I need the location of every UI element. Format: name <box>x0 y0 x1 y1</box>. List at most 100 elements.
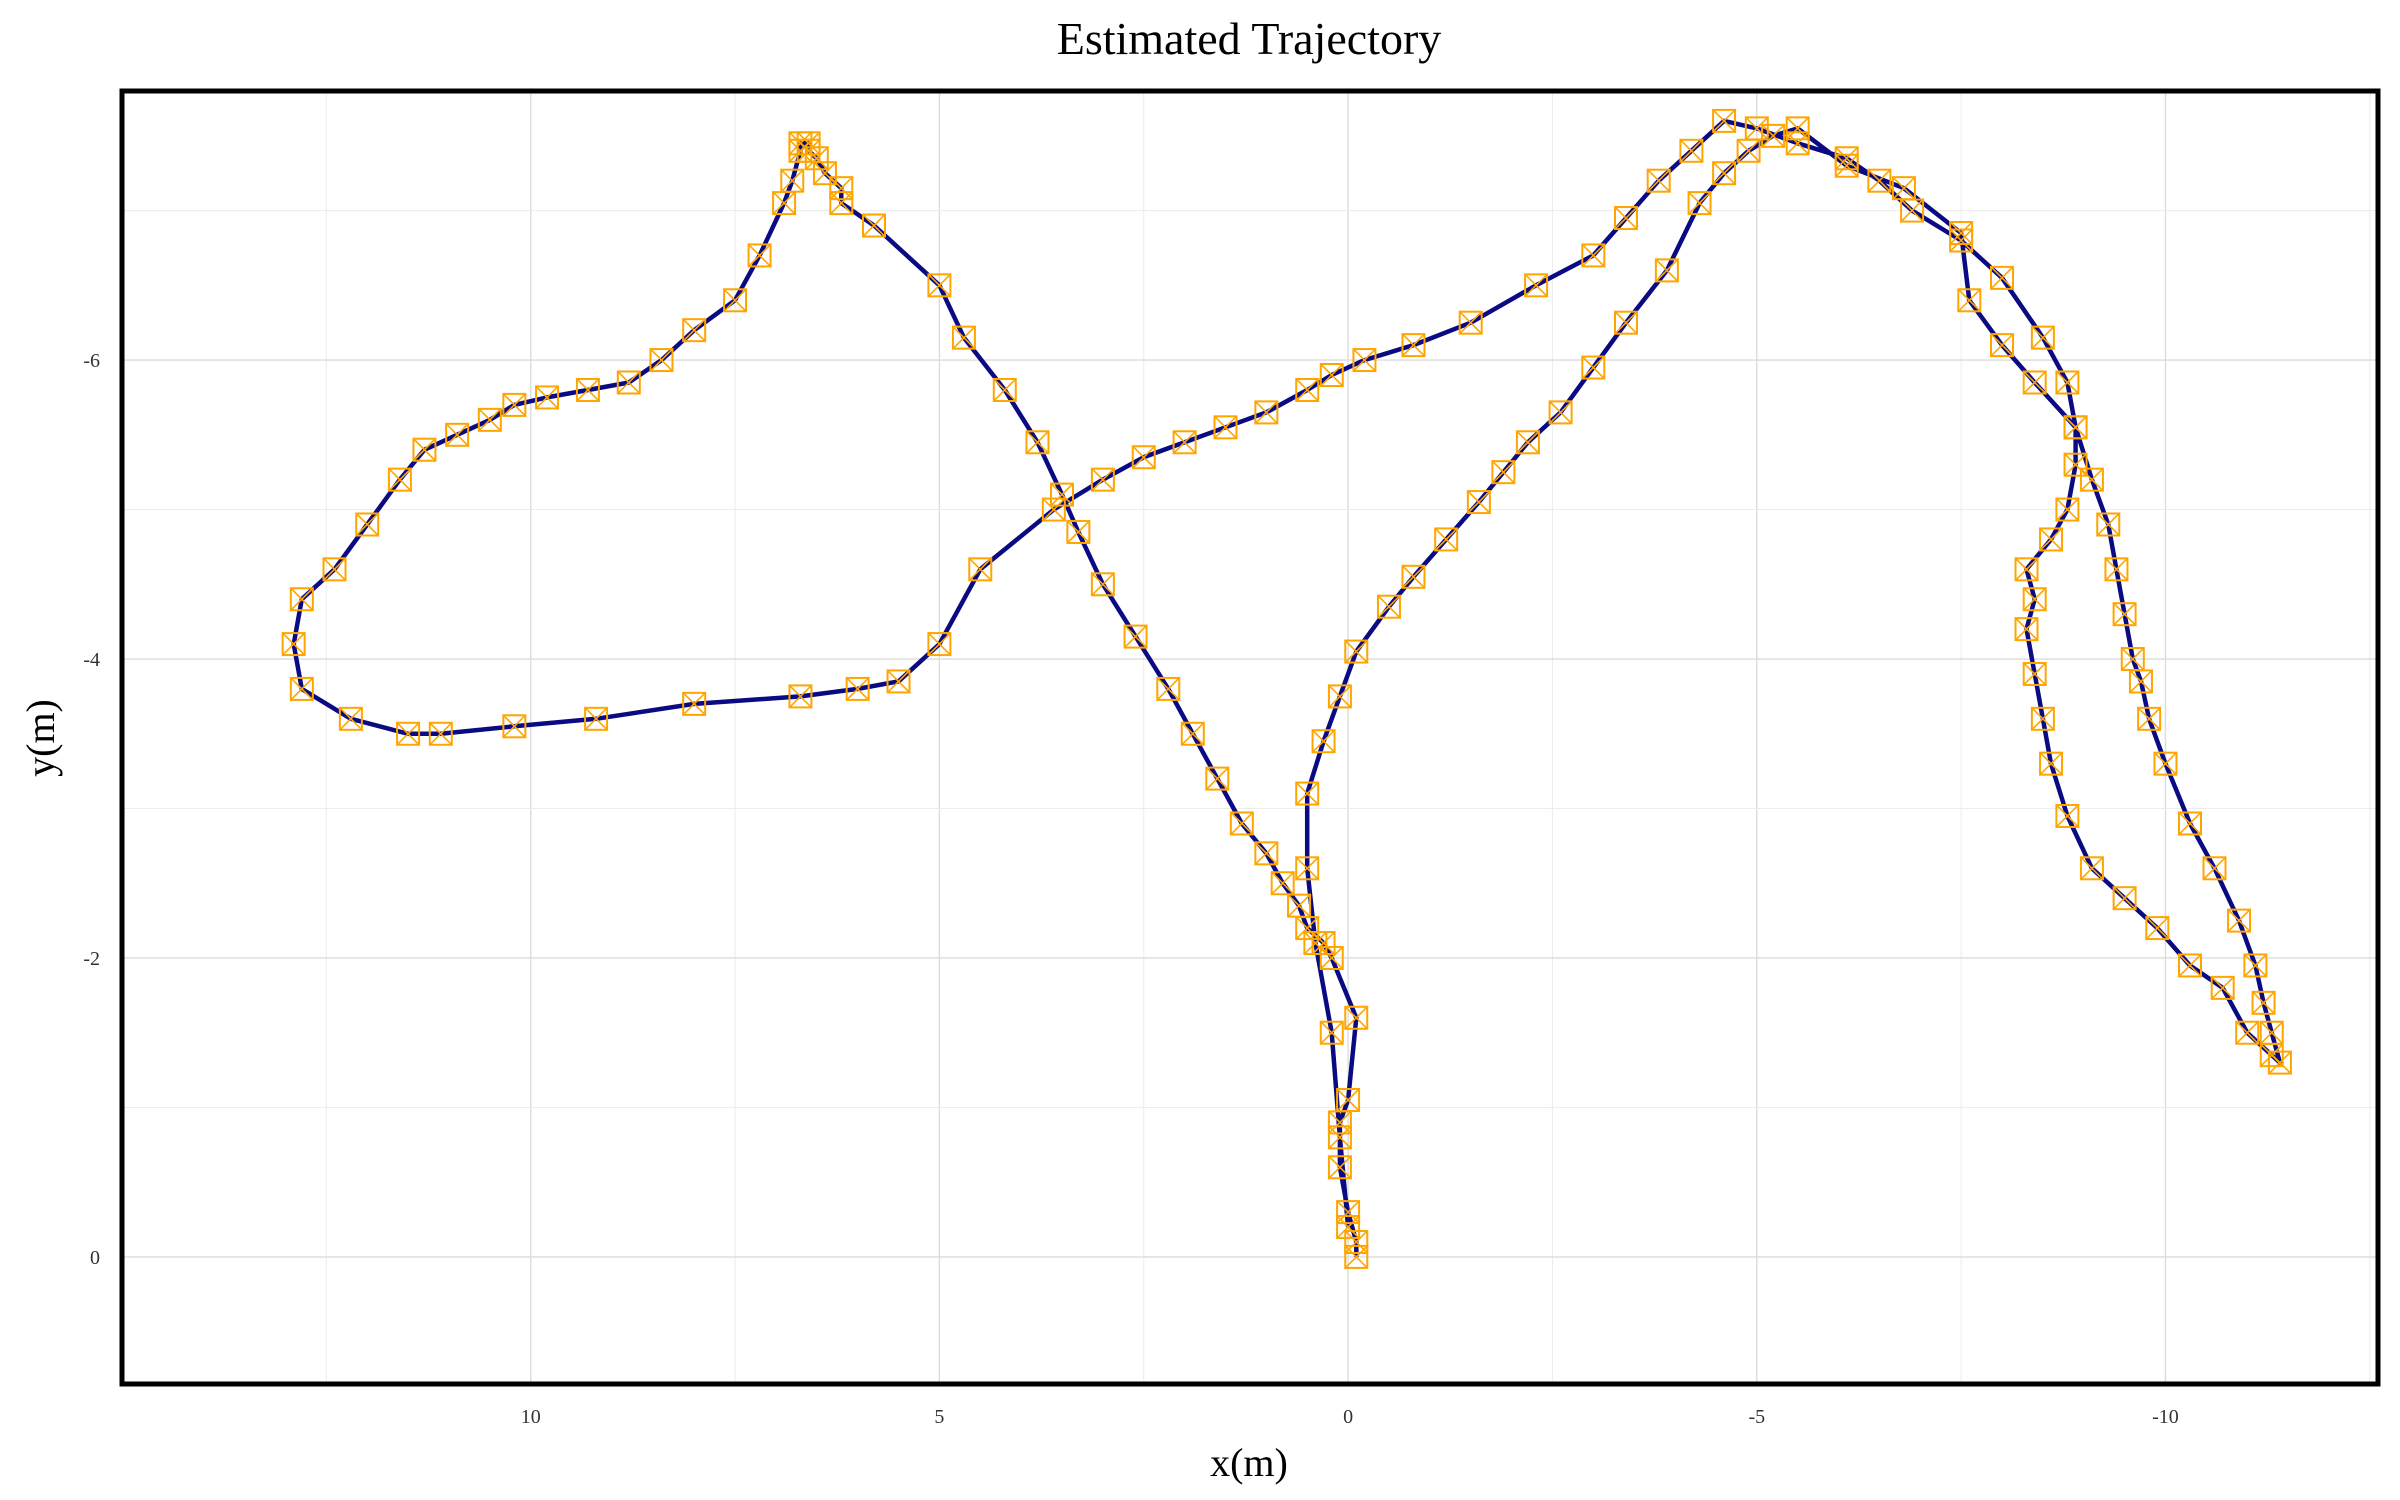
plot-frame <box>119 88 2381 1387</box>
trajectory-point <box>1957 288 1982 313</box>
trajectory-point <box>1434 527 1459 552</box>
trajectory-point <box>1090 572 1115 597</box>
trajectory-point <box>1254 841 1279 866</box>
trajectory-point <box>2178 811 2202 836</box>
trajectory-point <box>1581 243 1606 268</box>
trajectory-point <box>2120 647 2145 672</box>
trajectory-point <box>1990 265 2014 290</box>
trajectory-point <box>1548 400 1573 425</box>
trajectory-point <box>2055 497 2080 522</box>
trajectory-point <box>584 706 609 731</box>
trajectory-point <box>2243 953 2268 978</box>
trajectory-point <box>968 557 993 582</box>
trajectory-point <box>1761 123 1786 148</box>
trajectory-point <box>1180 721 1205 746</box>
trajectory-point <box>1867 168 1892 193</box>
trajectory-point <box>772 191 797 216</box>
trajectory-point <box>1515 430 1540 455</box>
x-tick-labels: 10 5 0 -5 -10 <box>521 1406 2179 1428</box>
trajectory-point <box>1491 460 1516 485</box>
trajectory-point <box>2096 512 2121 537</box>
trajectory-point <box>1352 348 1377 373</box>
x-tick-label: -10 <box>2152 1406 2179 1428</box>
trajectory-point <box>1172 430 1197 455</box>
trajectory-point <box>1123 624 1148 649</box>
trajectory-point <box>829 176 854 201</box>
trajectory-point <box>2079 467 2104 492</box>
trajectory-point <box>535 385 560 410</box>
trajectory-point <box>2039 751 2064 776</box>
x-tick-label: -5 <box>1748 1406 1765 1428</box>
trajectory-point <box>886 669 911 694</box>
trajectory-point <box>1050 482 1074 507</box>
trajectory-point <box>2210 975 2235 1000</box>
trajectory-point <box>2030 706 2055 731</box>
trajectory-point <box>1785 116 1810 141</box>
grid <box>122 91 2378 1384</box>
trajectory-point <box>812 161 837 186</box>
trajectory-point <box>1990 333 2014 358</box>
trajectory-point <box>649 348 674 373</box>
trajectory-point <box>2022 661 2047 686</box>
trajectory-point <box>1614 206 1638 231</box>
trajectory-point <box>2137 706 2162 731</box>
trajectory-point <box>2030 325 2055 350</box>
trajectory-point <box>1041 497 1066 522</box>
trajectory-point <box>502 392 527 417</box>
y-tick-label: -6 <box>83 350 100 372</box>
trajectory-point <box>927 273 952 298</box>
trajectory-point <box>2227 908 2252 933</box>
trajectory-point <box>1090 467 1115 492</box>
trajectory-point <box>2079 856 2104 881</box>
trajectory-point <box>2055 370 2080 395</box>
trajectory-point <box>788 138 813 163</box>
trajectory-point <box>2112 602 2137 627</box>
trajectory-point <box>2235 1020 2260 1045</box>
trajectory-point <box>289 587 314 612</box>
trajectory-point <box>2112 886 2137 911</box>
trajectory-point <box>2259 1043 2284 1068</box>
trajectory-point <box>2251 990 2276 1015</box>
trajectory-point <box>1949 221 1974 246</box>
trajectory-point <box>1712 161 1737 186</box>
trajectory-point <box>2022 370 2047 395</box>
trajectory-point <box>445 422 470 447</box>
trajectory-point <box>1254 400 1279 425</box>
trajectory-point <box>1679 138 1704 163</box>
trajectory-point <box>1736 138 1761 163</box>
trajectory-point <box>747 243 772 268</box>
trajectory-point <box>1336 1087 1361 1112</box>
trajectory-point <box>1646 168 1671 193</box>
trajectory-point <box>1229 811 1254 836</box>
trajectory-point <box>845 676 870 701</box>
trajectory-point <box>2104 557 2129 582</box>
trajectory-point <box>788 684 813 709</box>
trajectory-point <box>289 676 314 701</box>
trajectory-point <box>682 318 707 343</box>
trajectory-point <box>1654 258 1679 283</box>
trajectory-point <box>927 632 952 657</box>
trajectory-point <box>1327 1125 1352 1150</box>
trajectory-point <box>862 213 886 238</box>
x-tick-label: 10 <box>521 1406 541 1428</box>
trajectory-line <box>291 118 2283 1257</box>
trajectory-point <box>2063 452 2088 477</box>
trajectory-point <box>1614 310 1638 335</box>
trajectory-point <box>1344 1229 1369 1254</box>
trajectory-point <box>1524 273 1549 298</box>
y-axis-label: y(m) <box>18 699 63 777</box>
trajectory-point <box>1327 684 1352 709</box>
trajectory-point <box>723 288 748 313</box>
x-tick-label: 0 <box>1343 1406 1353 1428</box>
trajectory-point <box>1466 490 1491 515</box>
trajectory-point <box>1295 856 1320 881</box>
trajectory-point <box>1376 594 1401 619</box>
trajectory-point <box>1336 1215 1361 1240</box>
trajectory-point <box>1295 781 1320 806</box>
trajectory-point <box>2022 587 2047 612</box>
trajectory-point <box>1712 108 1737 133</box>
trajectory-point <box>1891 176 1916 201</box>
trajectory-point <box>2153 751 2178 776</box>
trajectory-point <box>281 632 306 657</box>
